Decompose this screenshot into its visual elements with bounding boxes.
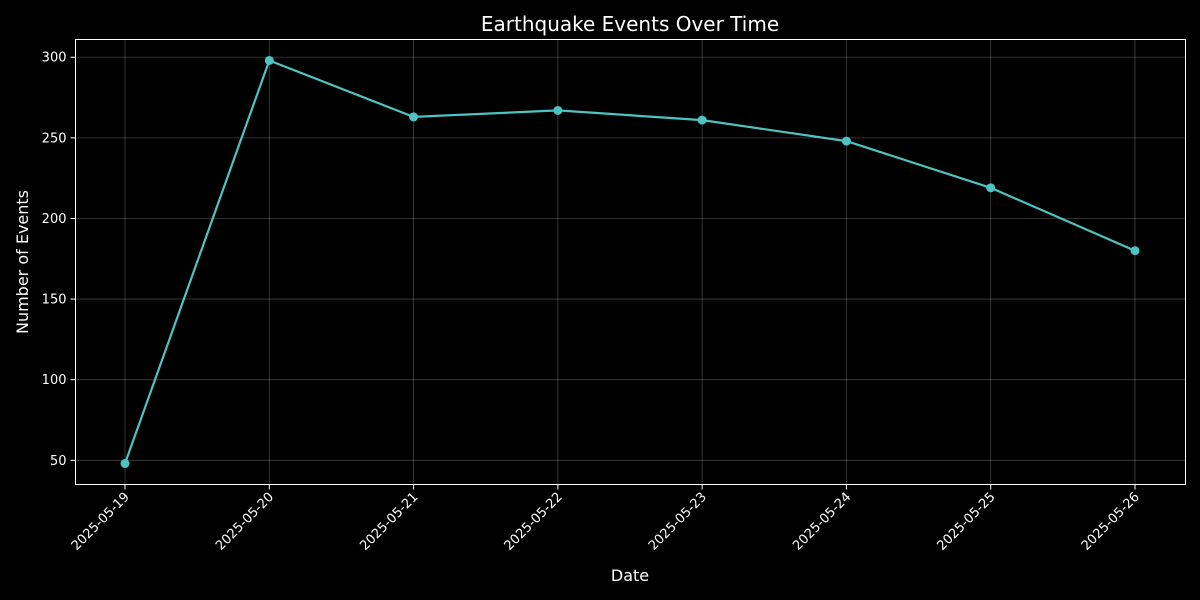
- x-tick-label: 2025-05-19: [69, 490, 133, 554]
- x-tick-label: 2025-05-20: [213, 490, 277, 554]
- series: [120, 55, 1140, 469]
- x-tick-label: 2025-05-25: [935, 490, 999, 554]
- grid: [75, 39, 1186, 485]
- data-point: [986, 183, 996, 193]
- data-point: [120, 459, 130, 469]
- plot-frame: [75, 39, 1186, 485]
- y-axis-label: Number of Events: [13, 190, 32, 334]
- y-axis: 50 100 150 200 250 300: [42, 51, 76, 469]
- series-line: [123, 59, 1137, 465]
- x-tick-label: 2025-05-24: [790, 490, 854, 554]
- x-axis: 2025-05-19 2025-05-20 2025-05-21 2025-05-22…: [69, 484, 1143, 554]
- x-axis-label: Date: [611, 566, 649, 585]
- data-point: [841, 136, 851, 146]
- data-point: [1130, 246, 1140, 256]
- x-tick-label: 2025-05-21: [357, 490, 421, 554]
- x-tick-label: 2025-05-23: [646, 490, 710, 554]
- y-tick-label: 200: [42, 212, 67, 227]
- y-tick-label: 100: [42, 373, 67, 388]
- data-point: [697, 115, 707, 125]
- y-tick-label: 300: [42, 51, 67, 66]
- x-tick-label: 2025-05-26: [1079, 490, 1143, 554]
- y-tick-label: 50: [50, 454, 67, 469]
- y-tick-label: 150: [42, 293, 67, 308]
- chart-title: Earthquake Events Over Time: [481, 12, 779, 36]
- data-point: [409, 112, 419, 122]
- data-point: [264, 55, 274, 65]
- x-tick-label: 2025-05-22: [502, 490, 566, 554]
- y-tick-label: 250: [42, 131, 67, 146]
- data-point: [553, 105, 563, 115]
